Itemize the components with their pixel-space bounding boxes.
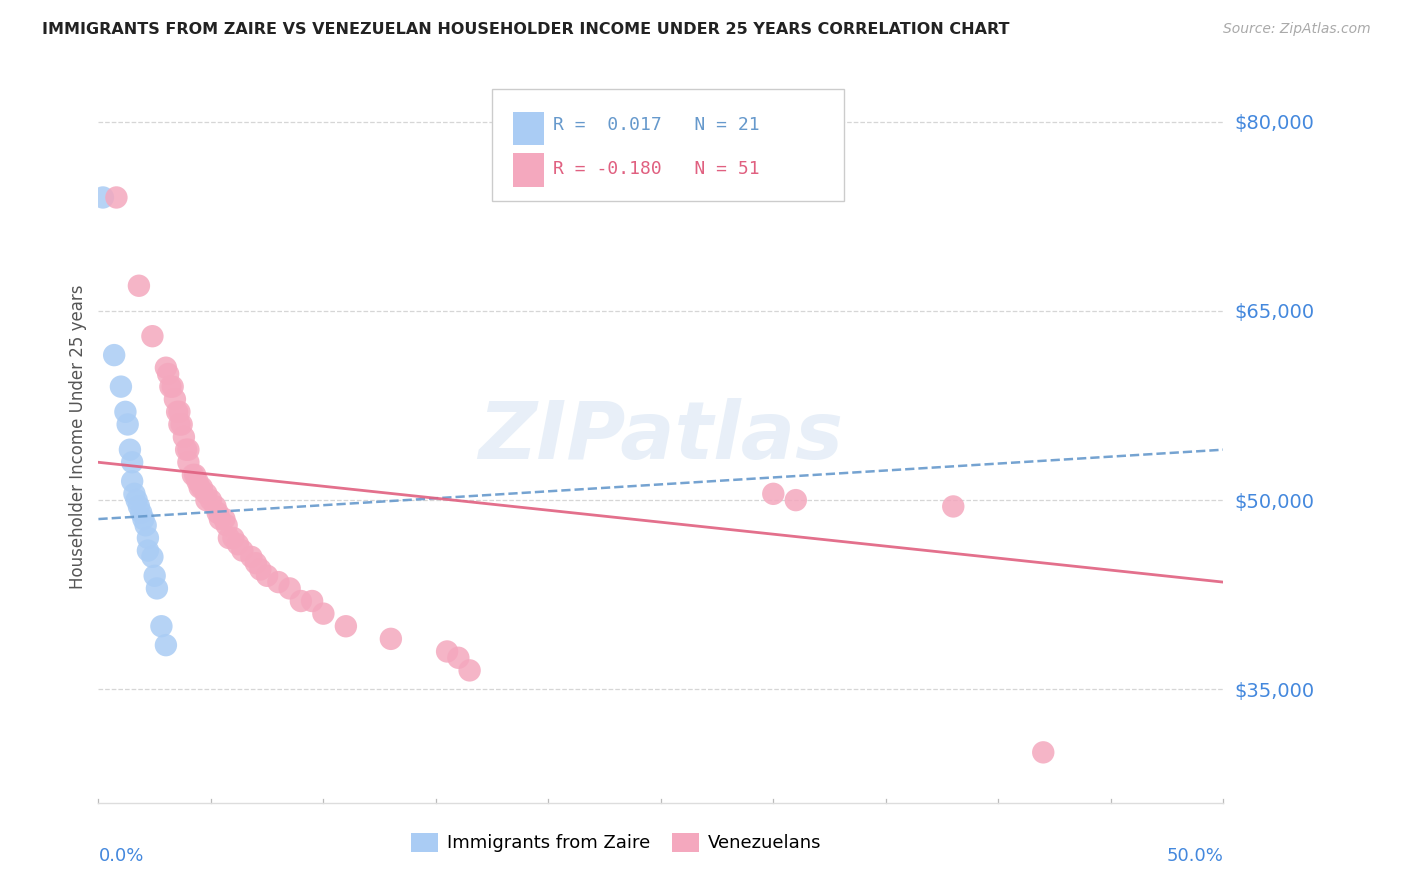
Text: R = -0.180   N = 51: R = -0.180 N = 51: [553, 161, 759, 178]
Point: [124, 487, 146, 501]
Point: [114, 405, 136, 419]
Point: [762, 487, 785, 501]
Point: [256, 569, 278, 583]
Point: [132, 512, 155, 526]
Point: [91, 190, 114, 204]
Point: [118, 442, 141, 457]
Point: [146, 582, 169, 596]
Legend: Immigrants from Zaire, Venezuelans: Immigrants from Zaire, Venezuelans: [404, 826, 828, 860]
Point: [103, 348, 125, 362]
Point: [166, 405, 188, 419]
Point: [169, 417, 191, 432]
Point: [173, 430, 195, 444]
Point: [335, 619, 357, 633]
Point: [1032, 745, 1054, 759]
Point: [231, 543, 253, 558]
Point: [136, 543, 159, 558]
Point: [141, 329, 163, 343]
Point: [186, 474, 208, 488]
Point: [312, 607, 335, 621]
Text: 0.0%: 0.0%: [98, 847, 143, 865]
Y-axis label: Householder Income Under 25 years: Householder Income Under 25 years: [69, 285, 87, 590]
Point: [162, 379, 184, 393]
Point: [157, 367, 180, 381]
Point: [188, 481, 211, 495]
Point: [218, 531, 240, 545]
Point: [207, 506, 229, 520]
Point: [121, 455, 143, 469]
Point: [214, 512, 236, 526]
Point: [447, 650, 470, 665]
Point: [121, 474, 143, 488]
Point: [208, 512, 231, 526]
Point: [128, 500, 150, 514]
Point: [267, 575, 290, 590]
Point: [141, 549, 163, 564]
Text: Source: ZipAtlas.com: Source: ZipAtlas.com: [1223, 22, 1371, 37]
Point: [177, 455, 200, 469]
Point: [129, 506, 152, 520]
Point: [195, 487, 218, 501]
Point: [128, 278, 150, 293]
Text: 50.0%: 50.0%: [1167, 847, 1223, 865]
Point: [150, 619, 173, 633]
Point: [380, 632, 402, 646]
Point: [191, 481, 214, 495]
Point: [177, 442, 200, 457]
Point: [181, 467, 204, 482]
Point: [245, 556, 267, 570]
Point: [290, 594, 312, 608]
Point: [301, 594, 323, 608]
Point: [785, 493, 807, 508]
Point: [174, 442, 197, 457]
Point: [135, 518, 157, 533]
Text: ZIPatlas: ZIPatlas: [478, 398, 844, 476]
Point: [200, 493, 222, 508]
Point: [278, 582, 301, 596]
Text: R =  0.017   N = 21: R = 0.017 N = 21: [553, 116, 759, 134]
Point: [169, 405, 191, 419]
Point: [159, 379, 181, 393]
Point: [117, 417, 139, 432]
Point: [143, 569, 166, 583]
Point: [215, 518, 238, 533]
Point: [170, 417, 193, 432]
Point: [110, 379, 132, 393]
Point: [436, 644, 458, 658]
Point: [136, 531, 159, 545]
Point: [226, 537, 249, 551]
Point: [163, 392, 186, 407]
Point: [204, 500, 226, 514]
Text: IMMIGRANTS FROM ZAIRE VS VENEZUELAN HOUSEHOLDER INCOME UNDER 25 YEARS CORRELATIO: IMMIGRANTS FROM ZAIRE VS VENEZUELAN HOUS…: [42, 22, 1010, 37]
Point: [222, 531, 245, 545]
Point: [240, 549, 263, 564]
Point: [458, 664, 481, 678]
Point: [195, 493, 218, 508]
Point: [942, 500, 965, 514]
Point: [155, 638, 177, 652]
Point: [184, 467, 207, 482]
Point: [105, 190, 128, 204]
Point: [125, 493, 148, 508]
Point: [155, 360, 177, 375]
Point: [249, 562, 271, 576]
